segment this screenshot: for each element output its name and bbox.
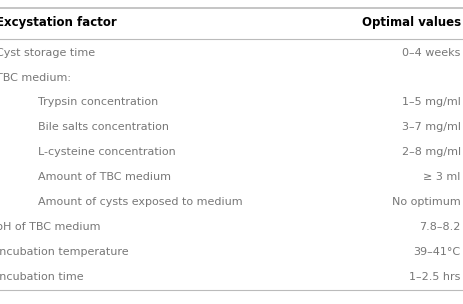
Text: 2–8 mg/ml: 2–8 mg/ml — [401, 147, 461, 157]
Text: Bile salts concentration: Bile salts concentration — [38, 123, 169, 132]
Text: No optimum: No optimum — [392, 197, 461, 207]
Text: Amount of TBC medium: Amount of TBC medium — [38, 172, 171, 182]
Text: Amount of cysts exposed to medium: Amount of cysts exposed to medium — [38, 197, 243, 207]
Text: 7.8–8.2: 7.8–8.2 — [419, 222, 461, 232]
Text: pH of TBC medium: pH of TBC medium — [0, 222, 101, 232]
Text: 1–2.5 hrs: 1–2.5 hrs — [409, 272, 461, 282]
Text: Excystation factor: Excystation factor — [0, 16, 117, 29]
Text: 39–41°C: 39–41°C — [413, 247, 461, 257]
Text: 1–5 mg/ml: 1–5 mg/ml — [402, 98, 461, 107]
Text: L-cysteine concentration: L-cysteine concentration — [38, 147, 176, 157]
Text: TBC medium:: TBC medium: — [0, 73, 71, 82]
Text: Trypsin concentration: Trypsin concentration — [38, 98, 158, 107]
Text: Incubation temperature: Incubation temperature — [0, 247, 129, 257]
Text: Optimal values: Optimal values — [362, 16, 461, 29]
Text: 0–4 weeks: 0–4 weeks — [402, 48, 461, 57]
Text: ≥ 3 ml: ≥ 3 ml — [423, 172, 461, 182]
Text: Incubation time: Incubation time — [0, 272, 84, 282]
Text: 3–7 mg/ml: 3–7 mg/ml — [402, 123, 461, 132]
Text: Cyst storage time: Cyst storage time — [0, 48, 95, 57]
